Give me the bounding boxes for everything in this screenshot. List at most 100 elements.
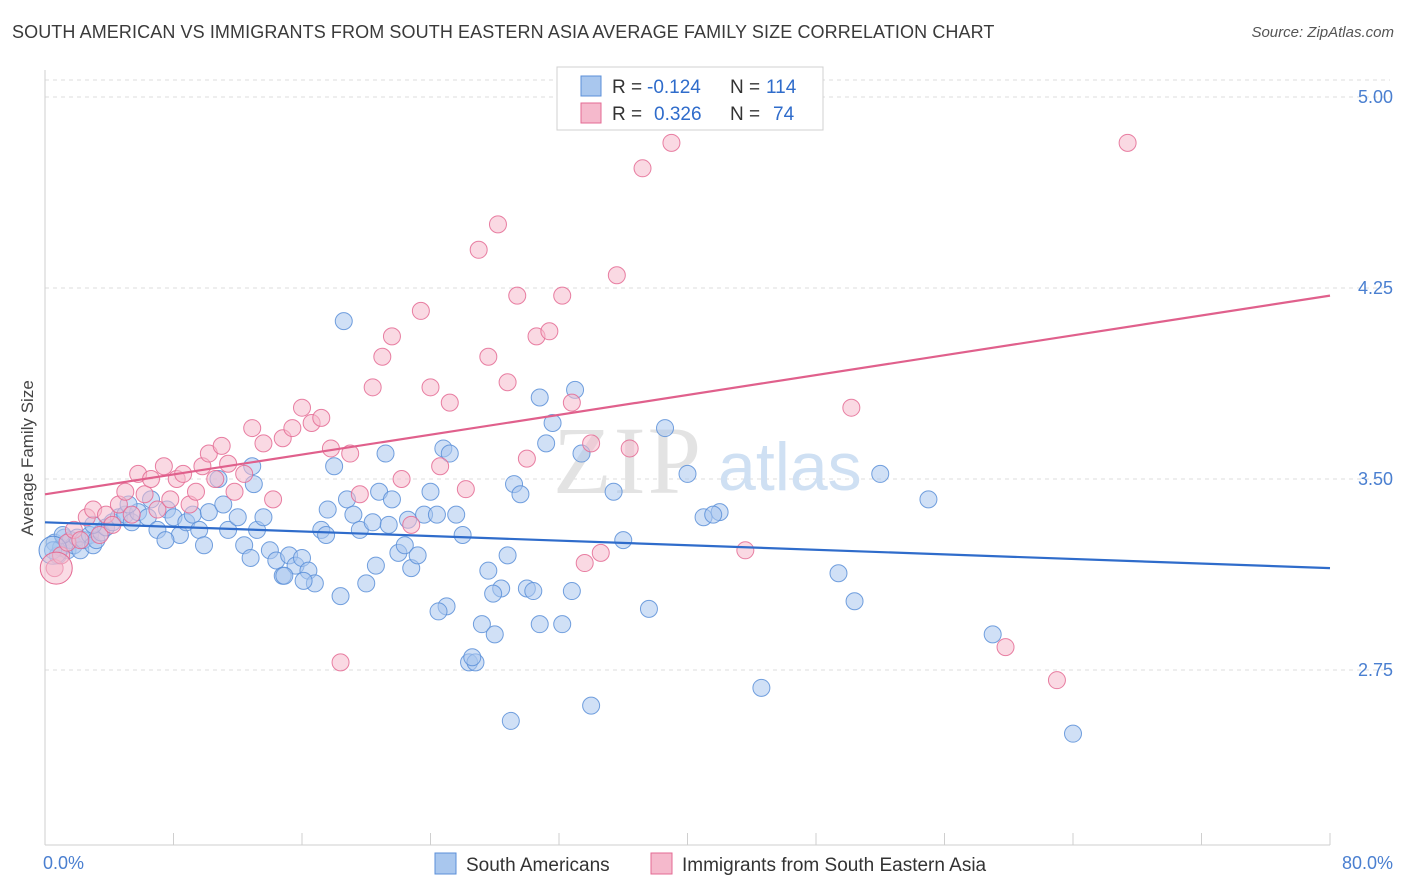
data-point xyxy=(511,485,530,504)
data-point xyxy=(156,531,175,550)
data-point xyxy=(161,490,180,509)
data-point xyxy=(537,434,556,453)
y-tick-label: 3.50 xyxy=(1358,469,1393,489)
data-point xyxy=(382,490,401,509)
watermark-zip: ZIP xyxy=(553,407,703,514)
data-point xyxy=(357,574,376,593)
data-point xyxy=(341,444,360,463)
data-point xyxy=(243,419,262,438)
data-point xyxy=(656,419,675,438)
trend-line xyxy=(44,521,1331,570)
data-point xyxy=(331,653,350,672)
data-point xyxy=(591,543,610,562)
data-point xyxy=(264,490,283,509)
x-tick-max: 80.0% xyxy=(1342,853,1393,873)
correlation-legend: R = -0.124 N = 114 R = 0.326 N = 74 xyxy=(556,66,824,131)
data-point xyxy=(376,444,395,463)
y-tick-label: 4.25 xyxy=(1358,278,1393,298)
data-point xyxy=(620,439,639,458)
data-point xyxy=(411,301,430,320)
data-point xyxy=(408,546,427,565)
data-point xyxy=(517,449,536,468)
data-point xyxy=(553,286,572,305)
data-point xyxy=(440,393,459,412)
data-point xyxy=(524,582,543,601)
data-point xyxy=(543,413,562,432)
legend-pink-swatch xyxy=(580,102,602,124)
data-point xyxy=(154,457,173,476)
data-point xyxy=(148,500,167,519)
chart-title: SOUTH AMERICAN VS IMMIGRANTS FROM SOUTH … xyxy=(12,22,995,42)
data-point xyxy=(752,678,771,697)
data-point xyxy=(395,536,414,555)
data-point xyxy=(575,554,594,573)
data-point xyxy=(456,480,475,499)
data-point xyxy=(662,133,681,152)
data-point xyxy=(479,347,498,366)
data-point xyxy=(382,327,401,346)
legend-blue-swatch xyxy=(580,75,602,97)
data-point xyxy=(344,505,363,524)
data-point xyxy=(214,495,233,514)
data-point xyxy=(614,531,633,550)
data-point xyxy=(421,482,440,501)
data-point xyxy=(431,457,450,476)
bottom-legend-south-americans: South Americans xyxy=(466,855,610,876)
data-point xyxy=(453,526,472,545)
data-point xyxy=(604,482,623,501)
y-tick-label: 2.75 xyxy=(1358,660,1393,680)
data-point xyxy=(331,587,350,606)
data-point xyxy=(312,408,331,427)
data-point xyxy=(219,454,238,473)
data-point xyxy=(562,393,581,412)
data-point xyxy=(190,520,209,539)
series-immigrants-se-asia xyxy=(39,133,1137,690)
data-point xyxy=(582,696,601,715)
data-point xyxy=(429,602,448,621)
data-point xyxy=(678,464,697,483)
data-point xyxy=(485,625,504,644)
data-point xyxy=(469,240,488,259)
x-tick-min: 0.0% xyxy=(43,853,84,873)
data-point xyxy=(363,378,382,397)
data-point xyxy=(373,347,392,366)
data-point xyxy=(366,556,385,575)
data-point xyxy=(392,470,411,488)
data-point xyxy=(402,515,421,534)
data-point xyxy=(275,566,294,585)
data-point xyxy=(195,536,214,555)
legend-r-value-2: 0.326 xyxy=(654,104,702,125)
data-point xyxy=(283,419,302,438)
data-point xyxy=(842,398,861,417)
data-point xyxy=(325,457,344,476)
data-point xyxy=(294,571,313,590)
data-point xyxy=(212,436,231,455)
data-point xyxy=(122,505,141,524)
data-point xyxy=(484,584,503,603)
data-point xyxy=(379,515,398,534)
data-point xyxy=(530,388,549,407)
x-axis-ticks xyxy=(44,833,1331,845)
data-point xyxy=(607,266,626,285)
y-tick-label: 5.00 xyxy=(1358,87,1393,107)
data-point xyxy=(472,615,491,634)
data-point xyxy=(582,434,601,453)
data-point xyxy=(1118,133,1137,152)
data-point xyxy=(845,592,864,611)
data-point xyxy=(421,378,440,397)
data-point xyxy=(633,159,652,178)
trend-line xyxy=(44,294,1331,496)
data-point xyxy=(334,312,353,331)
data-point xyxy=(447,505,466,524)
bottom-legend-pink-swatch xyxy=(650,852,673,875)
source-label: Source: ZipAtlas.com xyxy=(1251,24,1394,41)
data-point-cluster xyxy=(39,551,73,585)
legend-n-value-2: 74 xyxy=(773,104,795,125)
data-point xyxy=(440,444,459,463)
gridlines xyxy=(45,79,1390,671)
data-point xyxy=(318,500,337,519)
data-point xyxy=(135,485,154,504)
legend-n-value-1: 114 xyxy=(766,77,797,98)
data-point xyxy=(996,638,1015,657)
data-point xyxy=(186,482,205,501)
